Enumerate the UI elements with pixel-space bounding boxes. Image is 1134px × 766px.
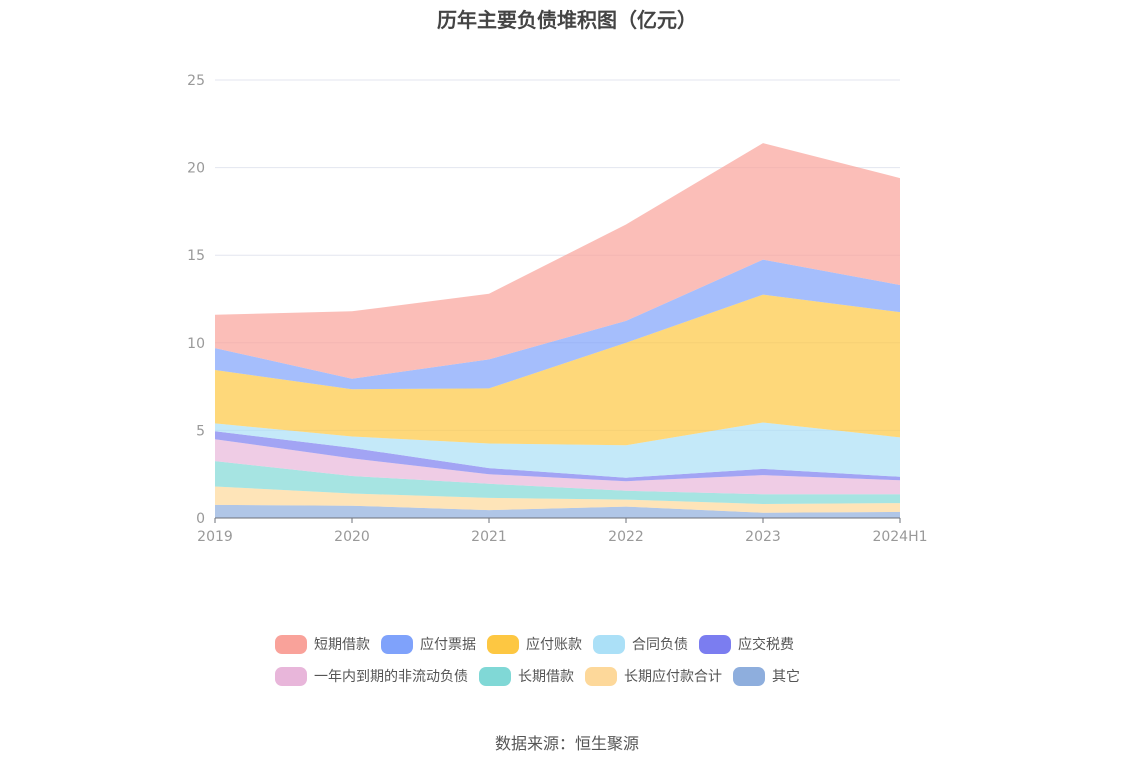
legend-swatch bbox=[733, 666, 765, 686]
legend-label: 应付票据 bbox=[420, 637, 476, 653]
y-tick-label: 0 bbox=[196, 511, 205, 527]
data-source: 数据来源：恒生聚源 bbox=[494, 734, 639, 753]
y-tick-label: 5 bbox=[196, 423, 205, 439]
area-series-短期借款[interactable] bbox=[215, 143, 900, 379]
legend-item-应交税费[interactable]: 应交税费 bbox=[699, 634, 794, 654]
x-tick-label-2023: 2023 bbox=[745, 529, 781, 545]
legend-label: 短期借款 bbox=[314, 637, 370, 653]
legend-item-一年内到期的非流动负债[interactable]: 一年内到期的非流动负债 bbox=[275, 666, 468, 686]
legend-label: 应付账款 bbox=[526, 637, 582, 653]
legend-label: 合同负债 bbox=[632, 637, 688, 653]
y-tick-label: 25 bbox=[187, 73, 205, 89]
legend-item-长期应付款合计[interactable]: 长期应付款合计 bbox=[585, 666, 722, 686]
legend-label: 应交税费 bbox=[738, 637, 794, 653]
area-series-其它[interactable] bbox=[215, 504, 900, 518]
y-tick-label: 20 bbox=[187, 161, 205, 177]
x-tick-label-2024H1: 2024H1 bbox=[872, 529, 927, 545]
axes: 0 5 10 15 20 25 2019 2020 2021 2022 2023 2024H1 bbox=[187, 73, 927, 545]
stacked-area-chart: 0 5 10 15 20 25 2019 2020 2021 2022 2023 2024H1 bbox=[187, 73, 927, 545]
legend-label: 长期应付款合计 bbox=[624, 669, 722, 685]
y-tick-label: 10 bbox=[187, 336, 205, 352]
legend-item-应付账款[interactable]: 应付账款 bbox=[487, 634, 582, 654]
legend-row-2: 一年内到期的非流动负债 长期借款 长期应付款合计 其它 bbox=[275, 664, 915, 688]
legend-swatch bbox=[479, 666, 511, 686]
legend-swatch bbox=[585, 666, 617, 686]
legend-swatch bbox=[487, 634, 519, 654]
area-series-应交税费[interactable] bbox=[215, 431, 900, 482]
y-tick-label: 15 bbox=[187, 248, 205, 264]
legend-swatch bbox=[593, 634, 625, 654]
legend-swatch bbox=[381, 634, 413, 654]
x-tick-label-2020: 2020 bbox=[334, 529, 370, 545]
chart-title: 历年主要负债堆积图（亿元） bbox=[437, 8, 697, 32]
legend-swatch bbox=[699, 634, 731, 654]
area-series-长期应付款合计[interactable] bbox=[215, 486, 900, 513]
area-series-长期借款[interactable] bbox=[215, 461, 900, 504]
legend-label: 一年内到期的非流动负债 bbox=[314, 669, 468, 685]
area-series-应付票据[interactable] bbox=[215, 259, 900, 390]
x-tick-label-2019: 2019 bbox=[197, 529, 233, 545]
x-tick-label-2021: 2021 bbox=[471, 529, 507, 545]
legend-label: 长期借款 bbox=[518, 669, 574, 685]
x-tick-label-2022: 2022 bbox=[608, 529, 644, 545]
legend-label: 其它 bbox=[772, 669, 800, 685]
legend-item-短期借款[interactable]: 短期借款 bbox=[275, 634, 370, 654]
legend-item-合同负债[interactable]: 合同负债 bbox=[593, 634, 688, 654]
legend-item-其它[interactable]: 其它 bbox=[733, 666, 800, 686]
legend-item-长期借款[interactable]: 长期借款 bbox=[479, 666, 574, 686]
area-series-一年内到期的非流动负债[interactable] bbox=[215, 439, 900, 495]
legend-item-应付票据[interactable]: 应付票据 bbox=[381, 634, 476, 654]
legend-swatch bbox=[275, 634, 307, 654]
legend-swatch bbox=[275, 666, 307, 686]
area-series-合同负债[interactable] bbox=[215, 422, 900, 478]
area-series-应付账款[interactable] bbox=[215, 294, 900, 446]
legend-row-1: 短期借款 应付票据 应付账款 合同负债 应交税费 bbox=[275, 632, 915, 656]
legend: 短期借款 应付票据 应付账款 合同负债 应交税费 一年内到期的非流动负债 长期借款 长期应付… bbox=[275, 632, 915, 696]
series-areas bbox=[215, 143, 900, 518]
